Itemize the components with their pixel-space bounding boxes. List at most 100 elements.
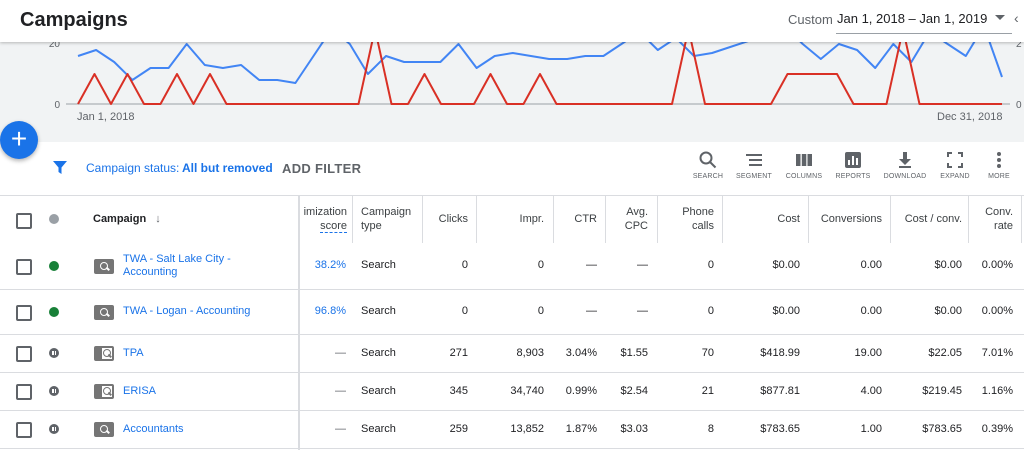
download-tool-label: DOWNLOAD — [883, 173, 927, 180]
paused-status-icon[interactable] — [49, 386, 59, 396]
y-tick-left-top: 20 — [49, 42, 61, 50]
filter-icon[interactable] — [53, 161, 67, 175]
paused-status-icon[interactable] — [49, 348, 59, 358]
impr-value: 0 — [537, 305, 544, 317]
status-header-icon — [49, 214, 59, 224]
header-divider — [722, 196, 723, 243]
campaign-type: Search — [361, 385, 396, 397]
campaign-name-link[interactable]: TWA - Salt Lake City - Accounting — [123, 253, 231, 279]
header-conversions[interactable]: Conversions — [820, 213, 882, 225]
conversions-value: 4.00 — [860, 385, 882, 397]
header-divider — [422, 196, 423, 243]
campaign-name-link[interactable]: Accountants — [123, 423, 184, 435]
segment-tool-label: SEGMENT — [735, 173, 772, 180]
header-cost[interactable]: Cost — [777, 213, 800, 225]
call-only-campaign-icon — [94, 346, 114, 361]
date-range-label: Custom — [788, 12, 833, 27]
row-checkbox[interactable] — [16, 384, 32, 400]
header-rate-line2: rate — [994, 220, 1013, 232]
enabled-status-icon[interactable] — [49, 307, 59, 317]
row-checkbox[interactable] — [16, 259, 32, 275]
row-checkbox[interactable] — [16, 422, 32, 438]
phone-calls-value: 8 — [707, 423, 714, 435]
header-divider — [352, 196, 353, 243]
optimization-score[interactable]: 96.8% — [314, 305, 346, 317]
phone-calls-value: 0 — [707, 305, 714, 317]
cost-value: $0.00 — [772, 259, 800, 271]
phone-calls-value: 70 — [701, 347, 714, 359]
performance-chart: 20 0 2 0 Jan 1, 2018 Dec 31, 2018 — [0, 42, 1024, 142]
chevron-down-icon[interactable] — [995, 15, 1005, 20]
filter-bar: Campaign status: All but removed ADD FIL… — [0, 142, 1024, 194]
expand-tool[interactable]: EXPAND — [931, 151, 979, 180]
download-tool[interactable]: DOWNLOAD — [881, 151, 929, 180]
header-campaign-type[interactable]: Campaign type — [361, 206, 411, 232]
campaign-name-link[interactable]: ERISA — [123, 385, 157, 397]
optimization-score[interactable]: 38.2% — [314, 259, 346, 271]
filter-status-key[interactable]: Campaign status: — [86, 161, 180, 175]
campaign-name-link[interactable]: TWA - Logan - Accounting — [123, 305, 251, 317]
header-clicks[interactable]: Clicks — [438, 213, 468, 225]
more-tool[interactable]: MORE — [975, 151, 1023, 180]
header-conv-rate[interactable]: Conv. rate — [976, 206, 1013, 232]
add-campaign-button[interactable]: + — [0, 121, 38, 159]
header-calls-line2: calls — [691, 220, 714, 232]
columns-tool-label: COLUMNS — [785, 173, 823, 180]
campaign-name-link[interactable]: TPA — [123, 347, 144, 359]
header-ctr[interactable]: CTR — [574, 213, 597, 225]
paused-status-icon[interactable] — [49, 424, 59, 434]
segment-tool[interactable]: SEGMENT — [730, 151, 778, 180]
filter-status-value[interactable]: All but removed — [182, 161, 273, 175]
clicks-value: 0 — [461, 259, 468, 271]
cost-value: $877.81 — [760, 385, 800, 397]
select-all-checkbox[interactable] — [16, 213, 32, 229]
table-row: TPA — Search 271 8,903 3.04% $1.55 70 $4… — [0, 335, 1024, 373]
header-avg-cpc[interactable]: Avg. CPC — [608, 206, 648, 232]
row-checkbox[interactable] — [16, 305, 32, 321]
clicks-value: 345 — [449, 385, 468, 397]
clicks-value: 0 — [461, 305, 468, 317]
y-tick-right-top: 2 — [1016, 42, 1022, 50]
header-campaign[interactable]: Campaign ↓ — [93, 213, 161, 225]
cost-value: $418.99 — [760, 347, 800, 359]
table-row: ERISA — Search 345 34,740 0.99% $2.54 21… — [0, 373, 1024, 411]
date-range-value[interactable]: Jan 1, 2018 – Jan 1, 2019 — [837, 11, 988, 26]
search-tool[interactable]: SEARCH — [684, 151, 732, 180]
header-phone-calls[interactable]: Phone calls — [664, 206, 714, 232]
chevron-left-icon[interactable]: ‹ — [1014, 10, 1019, 26]
conv-rate-value: 0.00% — [981, 259, 1013, 271]
cost-per-conv-value: $783.65 — [922, 423, 962, 435]
segment-icon — [746, 154, 762, 166]
campaign-type: Search — [361, 259, 396, 271]
ctr-value: 1.87% — [565, 423, 597, 435]
columns-tool[interactable]: COLUMNS — [780, 151, 828, 180]
impr-value: 8,903 — [516, 347, 544, 359]
cost-value: $783.65 — [760, 423, 800, 435]
header-optimization-score[interactable]: imization score — [297, 206, 347, 233]
search-campaign-icon — [94, 422, 114, 437]
search-campaign-icon — [94, 259, 114, 274]
header-cost-per-conv[interactable]: Cost / conv. — [904, 213, 962, 225]
header-divider — [657, 196, 658, 243]
header-calls-line1: Phone — [682, 206, 714, 218]
reports-tool[interactable]: REPORTS — [829, 151, 877, 180]
add-filter-button[interactable]: ADD FILTER — [282, 161, 362, 176]
avg-cpc-value: $1.55 — [620, 347, 648, 359]
header-opt-line1: imization — [303, 206, 347, 218]
download-icon — [899, 152, 911, 168]
ctr-value: — — [586, 259, 597, 271]
conversions-value: 19.00 — [854, 347, 882, 359]
enabled-status-icon[interactable] — [49, 261, 59, 271]
ctr-value: 3.04% — [565, 347, 597, 359]
cost-per-conv-value: $0.00 — [934, 305, 962, 317]
header-opt-line2: score — [320, 220, 347, 233]
campaign-name-line2: Accounting — [123, 266, 178, 278]
impr-value: 34,740 — [510, 385, 544, 397]
row-checkbox[interactable] — [16, 346, 32, 362]
date-range-underline — [836, 33, 1012, 34]
header-cpc-line1: Avg. — [626, 206, 648, 218]
phone-calls-value: 0 — [707, 259, 714, 271]
campaigns-table: Campaign ↓ imization score Campaign type… — [0, 195, 1024, 450]
campaign-name-line1: TWA - Salt Lake City - — [123, 253, 231, 265]
header-impr[interactable]: Impr. — [519, 213, 544, 225]
